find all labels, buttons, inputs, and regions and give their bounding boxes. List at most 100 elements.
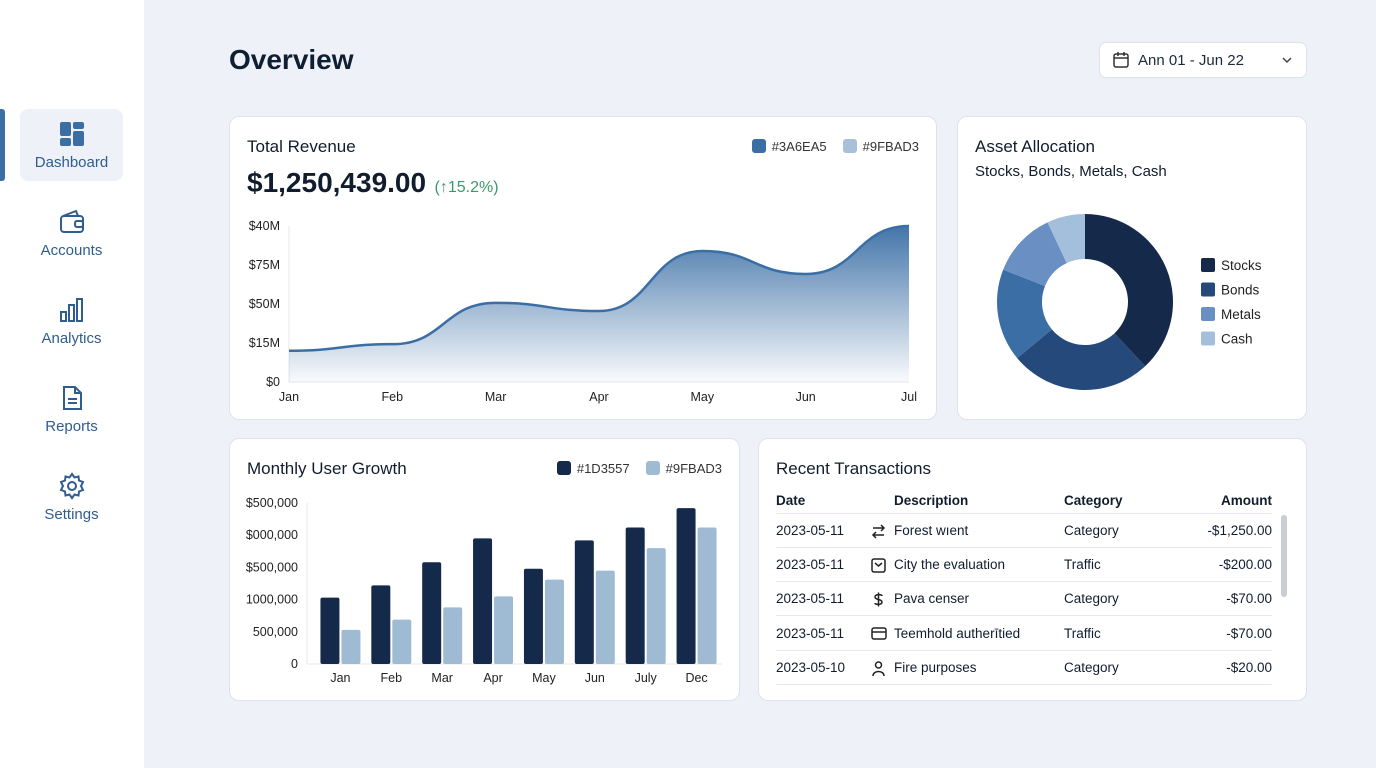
x-tick-label: Jun [585,671,605,685]
legend-label: Stocks [1221,258,1262,273]
legend-swatch [1201,282,1215,297]
legend-swatch [1201,258,1215,272]
y-tick-label: 500,000 [253,625,298,639]
bar-series-2 [341,629,361,664]
card-title: Recent Transactions [776,459,931,478]
sidebar-item-dashboard[interactable]: Dashboard [20,109,123,181]
transaction-amount: -$70.00 [1162,581,1272,617]
x-tick-label: Apr [483,671,502,685]
dollar-icon [870,591,887,611]
transaction-amount: -$70.00 [1162,615,1272,651]
table-row[interactable]: 2023-05-11 Forest wıent Category -$1,250… [776,513,1272,548]
bar-series-1 [523,568,543,664]
dashboard-icon [59,121,84,146]
y-tick-label: $500,000 [246,496,298,510]
x-tick-label: Jan [330,671,350,685]
card-title: Asset Allocation [975,137,1096,156]
transactions-table: Date Description Category Amount 2023-05… [776,489,1272,685]
revenue-line [288,224,910,353]
document-icon [62,385,82,410]
mail-icon [870,557,887,577]
table-row[interactable]: 2023-05-11 City the evaluation Traffic -… [776,547,1272,583]
x-tick-label: Mar [431,671,453,685]
transaction-amount: -$1,250.00 [1162,513,1272,548]
column-header-description[interactable]: Description [894,489,1064,514]
active-indicator [0,109,5,181]
revenue-chart: $0 $15M $50M $75M $40M Jan Feb Mar Apr May Jun Jul [249,219,917,404]
x-tick-label: Apr [589,390,608,404]
sidebar-item-analytics[interactable]: Analytics [20,285,123,357]
transaction-description: Fire purposes [872,650,1064,685]
user-icon [870,660,887,680]
transaction-description: Forest wıent [871,513,1064,548]
bar-series-1 [625,527,645,664]
slice-metals [1003,222,1067,287]
transaction-category: Category [1064,581,1163,617]
transaction-date: 2023-05-11 [776,615,894,651]
slice-stocks [1085,214,1173,367]
transaction-category: Category [1064,650,1163,685]
legend-swatch [1201,307,1215,321]
y-tick-label: 1000,000 [246,593,298,607]
transaction-category: Category [1064,513,1163,548]
legend-label: Cash [1221,332,1253,347]
bar-series-2 [544,579,564,664]
bar-series-2 [443,607,463,664]
sidebar-item-accounts[interactable]: Accounts [20,197,123,269]
legend-label: Metals [1221,307,1261,322]
sidebar-item-label: Accounts [40,241,103,259]
revenue-amount: $1,250,439.00 [247,167,427,198]
recent-transactions-card: Recent Transactions Date Description Cat… [758,438,1307,701]
transaction-date: 2023-05-11 [776,581,894,617]
y-tick-label: $50M [249,297,280,311]
scrollbar[interactable] [1281,515,1287,597]
bar-series-1 [371,585,391,664]
column-header-amount[interactable]: Amount [1162,489,1272,514]
sidebar-item-label: Analytics [41,329,102,347]
transaction-category: Traffic [1064,547,1163,583]
slice-unlabeled [997,269,1052,359]
date-range-value: Ann 01 - Jun 22 [1138,51,1244,69]
x-tick-label: Jan [279,390,299,404]
sidebar-item-settings[interactable]: Settings [20,461,123,533]
transaction-amount: -$200.00 [1162,547,1272,583]
transfer-icon [870,523,887,543]
transaction-category: Traffic [1064,615,1163,651]
x-tick-label: May [532,671,556,685]
bar-series-1 [320,597,340,664]
sidebar-item-label: Reports [45,417,98,435]
chart-legend: #3A6EA5 #9FBAD3 [751,139,919,154]
column-header-date[interactable]: Date [776,489,894,514]
y-tick-label: $40M [249,219,280,233]
y-tick-label: $000,000 [246,528,298,542]
bar-series-2 [392,619,412,664]
transaction-date: 2023-05-11 [776,513,894,548]
chart-legend: #1D3557 #9FBAD3 [556,461,722,476]
x-tick-label: Jun [796,390,816,404]
table-row[interactable]: 2023-05-11 Pava censer Category -$70.00 [776,581,1272,617]
card-title: Monthly User Growth [247,459,407,478]
table-row[interactable]: 2023-05-10 Fire purposes Category -$20.0… [776,650,1272,685]
slice-cash [1047,214,1085,264]
transaction-date: 2023-05-11 [776,547,894,583]
legend-item: #1D3557 [556,461,630,476]
column-header-category[interactable]: Category [1064,489,1163,514]
sidebar-item-reports[interactable]: Reports [20,373,123,445]
table-row[interactable]: 2023-05-11 Teemhold autherītied Traffic … [776,615,1272,651]
x-tick-label: July [635,671,658,685]
sidebar-item-label: Settings [44,505,99,523]
y-tick-label: $15M [249,336,280,350]
x-tick-label: Jul [901,390,917,404]
bar-series-1 [676,508,696,664]
transaction-description: Teemhold autherītied [871,615,1064,651]
y-tick-label: $500,000 [246,560,298,574]
y-tick-label: $0 [266,375,280,389]
asset-donut-chart: Stocks Bonds Metals Cash [997,214,1262,390]
card-subtitle: Stocks, Bonds, Metals, Cash [975,163,1167,180]
bar-series-1 [473,538,493,664]
bar-series-2 [595,570,615,664]
page-title: Overview [229,44,354,75]
transaction-amount: -$20.00 [1162,650,1272,685]
sidebar-item-label: Dashboard [34,153,109,171]
date-range-picker[interactable]: Ann 01 - Jun 22 [1099,42,1307,78]
